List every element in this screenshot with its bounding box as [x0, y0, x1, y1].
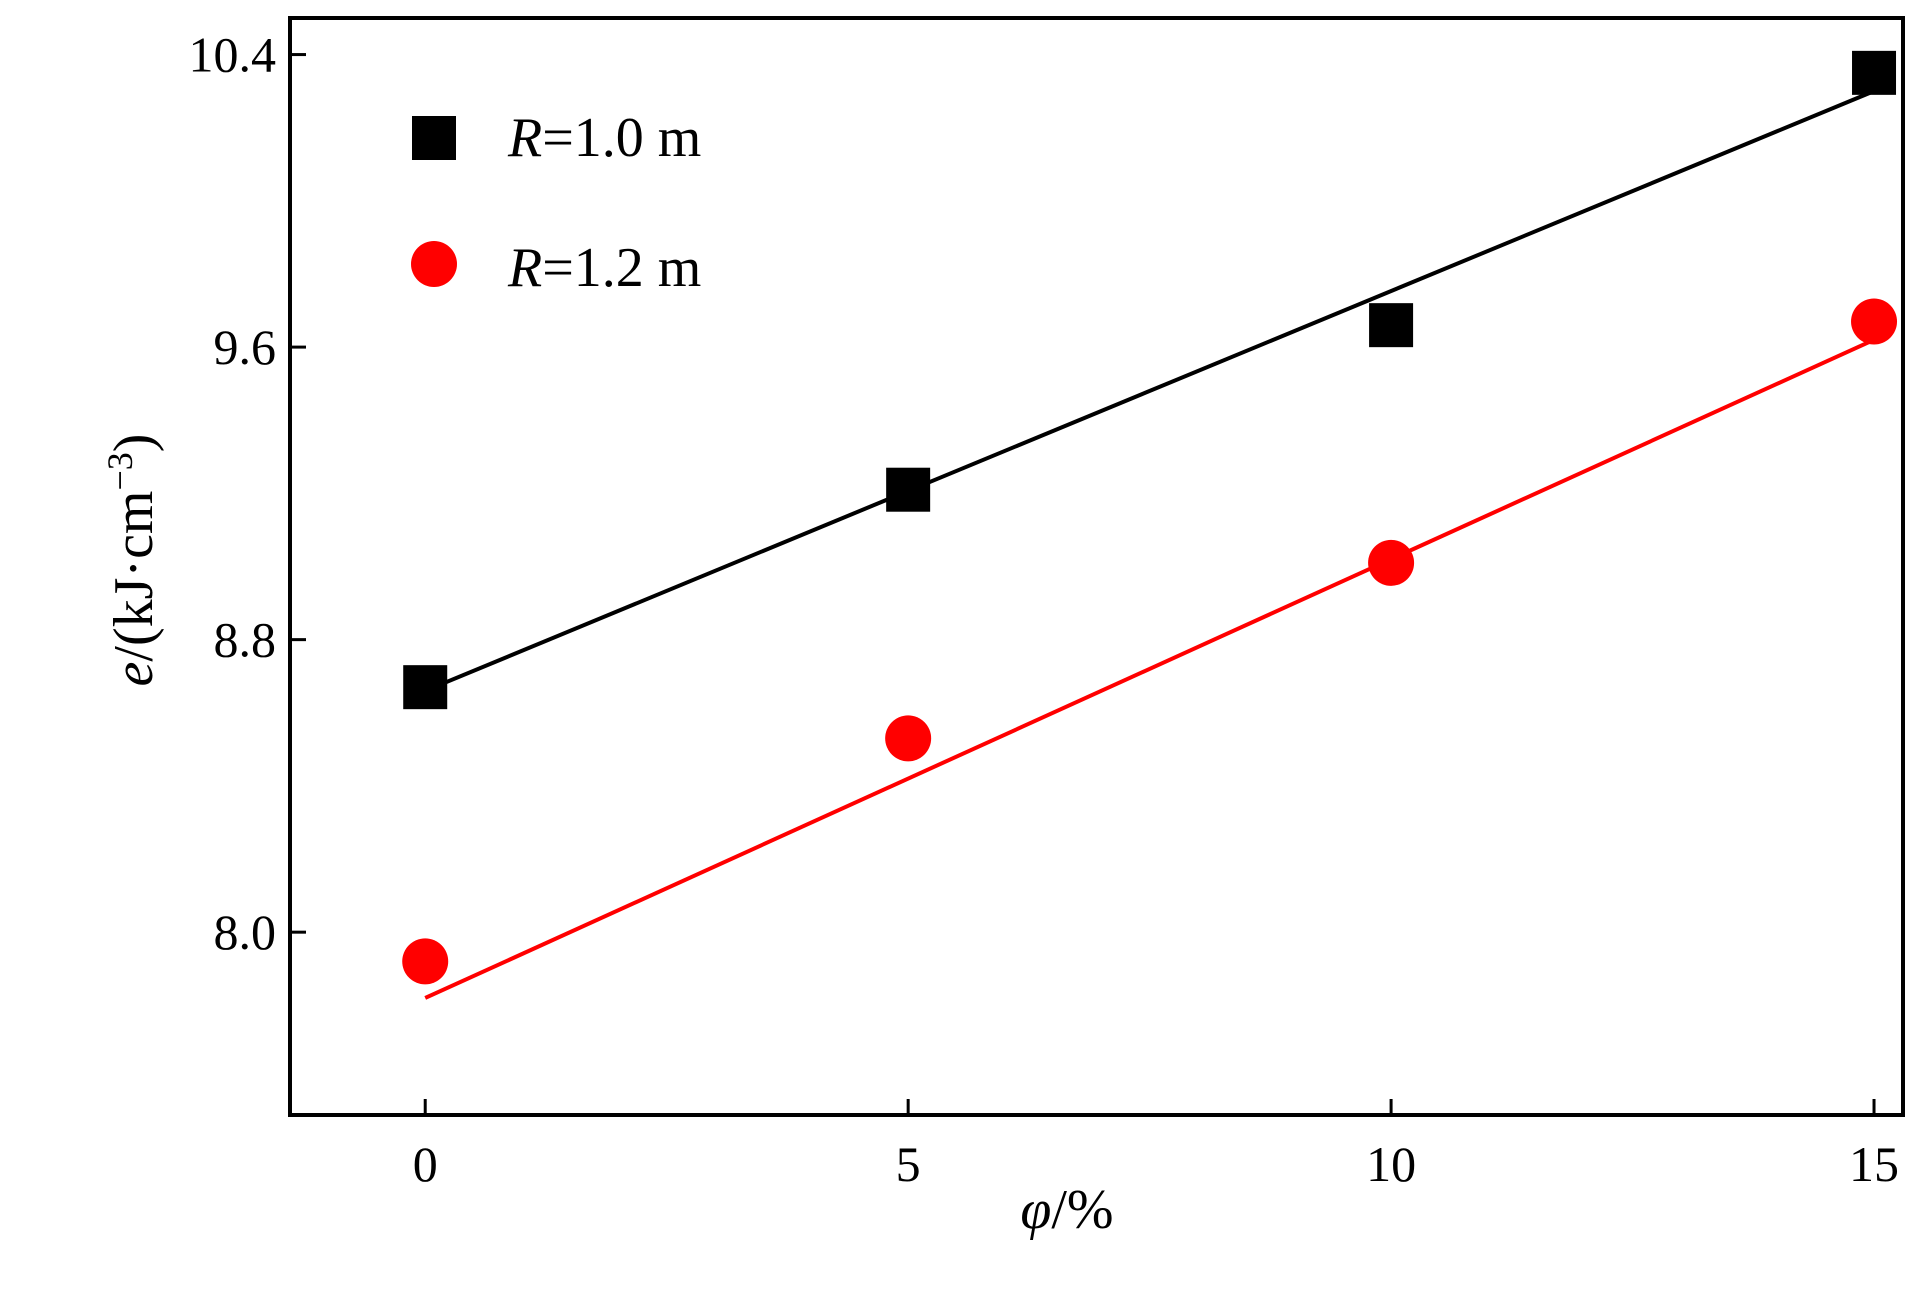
y-axis-unit-exponent: −3	[100, 452, 140, 490]
legend-symbol-series-1: R	[507, 107, 542, 169]
y-tick-label: 8.0	[214, 904, 277, 960]
data-point-series-2	[402, 938, 449, 985]
x-axis-ticks: 0 5 10 15	[413, 1099, 1899, 1192]
fit-line-series-2	[424, 337, 1875, 1000]
data-point-series-2	[1851, 298, 1898, 345]
x-axis-symbol: φ	[1020, 1179, 1051, 1241]
x-tick-label: 15	[1849, 1136, 1899, 1192]
y-tick-label: 9.6	[214, 319, 277, 375]
y-axis-ticks: 8.0 8.8 9.6 10.4	[189, 27, 306, 960]
data-point-series-2	[885, 715, 932, 762]
legend-symbol-series-2: R	[507, 237, 542, 299]
y-tick-label: 8.8	[214, 612, 277, 668]
legend-label-series-2: R=1.2 m	[507, 237, 701, 299]
y-axis-symbol: e	[103, 662, 165, 687]
x-axis-unit: /%	[1051, 1179, 1113, 1241]
x-tick-label: 0	[413, 1136, 438, 1192]
y-axis-unit-prefix: /(kJ·cm	[103, 491, 165, 662]
legend-rest-series-2: =1.2 m	[542, 237, 701, 299]
legend-rest-series-1: =1.0 m	[542, 107, 701, 169]
x-tick-label: 5	[896, 1136, 921, 1192]
data-point-series-1	[1369, 303, 1414, 348]
data-point-series-1	[403, 665, 448, 710]
x-axis-label: φ/%	[1020, 1179, 1113, 1241]
legend-label-series-1: R=1.0 m	[507, 107, 701, 169]
fit-line-series-1	[424, 89, 1875, 693]
legend-marker-circle	[411, 241, 457, 287]
data-markers	[402, 50, 1898, 985]
y-axis-unit-suffix: )	[103, 434, 165, 453]
data-point-series-1	[1852, 50, 1897, 95]
x-tick-label: 10	[1366, 1136, 1416, 1192]
legend-marker-square	[412, 116, 456, 160]
plot-frame	[288, 16, 1905, 1117]
y-tick-label: 10.4	[189, 27, 277, 83]
legend: R=1.0 m R=1.2 m	[411, 107, 701, 299]
fit-lines	[424, 89, 1875, 1000]
data-point-series-2	[1368, 539, 1415, 586]
y-axis-label: e/(kJ·cm−3)	[100, 434, 165, 687]
data-point-series-1	[886, 467, 931, 512]
